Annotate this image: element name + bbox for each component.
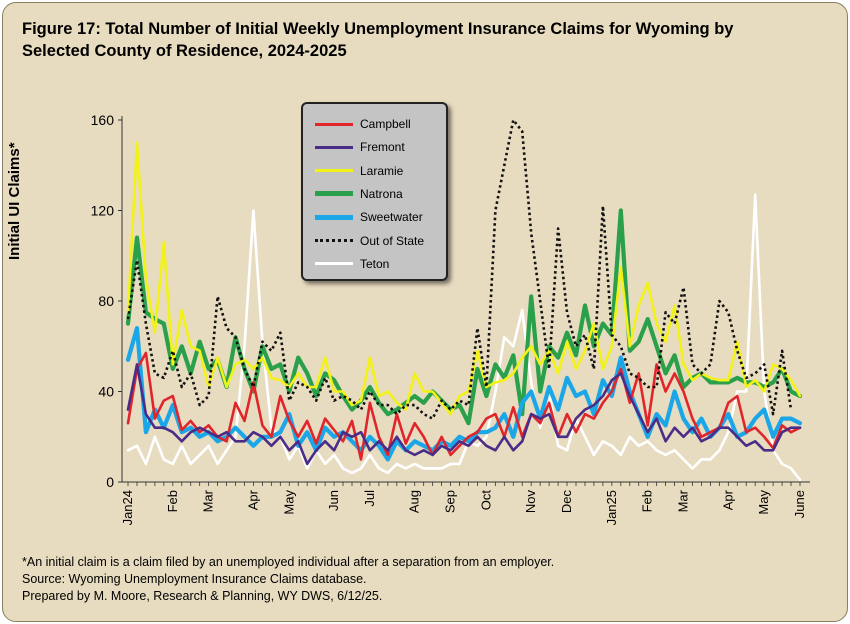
legend-swatch [315, 214, 353, 220]
footnotes: *An initial claim is a claim filed by an… [22, 554, 554, 605]
series-line-laramie [126, 141, 802, 416]
chart-title: Figure 17: Total Number of Initial Weekl… [22, 18, 822, 62]
x-tick-label-1: Feb [165, 490, 180, 512]
y-tick-label-40: 40 [98, 384, 114, 400]
legend-swatch [315, 169, 353, 173]
legend-swatch [315, 262, 353, 266]
x-tick-label-16: May [756, 490, 771, 515]
chart-title-line2: Selected County of Residence, 2024-2025 [22, 42, 347, 60]
legend-item-teton: Teton [315, 255, 389, 273]
x-tick-label-12: Jan25 [604, 490, 619, 525]
x-tick-label-4: May [281, 490, 296, 515]
x-tick-label-17: June [792, 490, 807, 518]
series-line-natrona [125, 208, 803, 426]
legend-label: Sweetwater [360, 210, 423, 225]
y-tick-label-80: 80 [98, 293, 114, 309]
x-tick-label-6: Jul [362, 490, 377, 507]
series-line-fremont [126, 363, 802, 466]
x-tick-label-10: Nov [523, 490, 538, 514]
y-tick-label-0: 0 [106, 474, 114, 490]
x-tick-label-9: Oct [478, 490, 493, 511]
legend-item-sweetwater: Sweetwater [315, 208, 423, 226]
legend-swatch [315, 239, 353, 242]
legend-label: Campbell [360, 117, 411, 131]
x-tick-label-13: Feb [640, 490, 655, 512]
chart-title-line1: Figure 17: Total Number of Initial Weekl… [22, 20, 734, 38]
x-tick-label-7: Aug [407, 490, 422, 513]
legend-label: Laramie [360, 163, 404, 178]
x-tick-label-8: Sep [443, 490, 458, 513]
series-line-out-of-state [126, 118, 793, 420]
x-tick-label-2: Mar [201, 489, 216, 512]
x-tick-label-11: Dec [559, 490, 574, 514]
legend-label: Fremont [360, 140, 405, 155]
y-tick-label-160: 160 [91, 112, 115, 128]
legend-label: Out of State [360, 233, 425, 248]
legend-item-fremont: Fremont [315, 138, 405, 156]
footnote-definition: *An initial claim is a claim filed by an… [22, 555, 555, 569]
chart-legend: Campbell Fremont Laramie Natrona Sweetwater O… [301, 102, 448, 281]
footnote-source: Source: Wyoming Unemployment Insurance C… [22, 572, 367, 586]
series-line-campbell [126, 351, 802, 461]
legend-item-natrona: Natrona [315, 185, 403, 203]
series-line-sweetwater [125, 326, 803, 462]
x-tick-label-15: Apr [720, 489, 735, 510]
legend-swatch [315, 145, 353, 149]
x-tick-label-3: Apr [245, 489, 260, 510]
legend-label: Natrona [360, 186, 403, 201]
series-line-teton [126, 193, 802, 482]
legend-item-out-of-state: Out of State [315, 232, 424, 250]
legend-swatch [315, 191, 353, 197]
legend-item-campbell: Campbell [315, 115, 411, 133]
x-tick-label-0: Jan24 [120, 490, 135, 525]
legend-item-laramie: Laramie [315, 162, 403, 180]
legend-swatch [315, 122, 353, 126]
x-tick-label-5: Jun [326, 490, 341, 511]
legend-label: Teton [360, 256, 390, 271]
footnote-prepared-by: Prepared by M. Moore, Research & Plannin… [22, 589, 383, 603]
y-tick-label-120: 120 [91, 203, 115, 219]
x-tick-label-14: Mar [676, 489, 691, 512]
